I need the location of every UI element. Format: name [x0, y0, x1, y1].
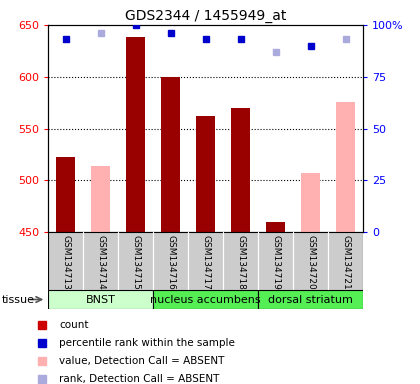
Bar: [258, 232, 293, 290]
Text: GSM134714: GSM134714: [96, 235, 105, 290]
Text: GSM134716: GSM134716: [166, 235, 175, 290]
Bar: [118, 232, 153, 290]
Bar: [161, 77, 181, 232]
Text: nucleus accumbens: nucleus accumbens: [150, 295, 261, 305]
Text: percentile rank within the sample: percentile rank within the sample: [60, 338, 235, 348]
Bar: [48, 232, 83, 290]
Bar: [153, 232, 188, 290]
Bar: [328, 232, 363, 290]
Bar: [293, 232, 328, 290]
Bar: [126, 37, 145, 232]
Text: GSM134715: GSM134715: [131, 235, 140, 290]
Bar: [336, 102, 355, 232]
Text: GSM134719: GSM134719: [271, 235, 280, 290]
Bar: [223, 232, 258, 290]
Text: count: count: [60, 320, 89, 330]
Text: GSM134718: GSM134718: [236, 235, 245, 290]
Text: GSM134713: GSM134713: [61, 235, 70, 290]
Bar: [56, 157, 76, 232]
Bar: [83, 232, 118, 290]
Bar: [301, 173, 320, 232]
Bar: [196, 116, 215, 232]
Bar: [91, 166, 110, 232]
Text: tissue: tissue: [2, 295, 35, 305]
Text: GSM134717: GSM134717: [201, 235, 210, 290]
Text: GSM134720: GSM134720: [306, 235, 315, 290]
Text: rank, Detection Call = ABSENT: rank, Detection Call = ABSENT: [60, 374, 220, 384]
Bar: [153, 290, 258, 309]
Bar: [188, 232, 223, 290]
Bar: [258, 290, 363, 309]
Text: GSM134721: GSM134721: [341, 235, 350, 290]
Title: GDS2344 / 1455949_at: GDS2344 / 1455949_at: [125, 8, 286, 23]
Bar: [231, 108, 250, 232]
Bar: [266, 222, 286, 232]
Text: dorsal striatum: dorsal striatum: [268, 295, 353, 305]
Text: BNST: BNST: [86, 295, 116, 305]
Text: value, Detection Call = ABSENT: value, Detection Call = ABSENT: [60, 356, 225, 366]
Bar: [48, 290, 153, 309]
